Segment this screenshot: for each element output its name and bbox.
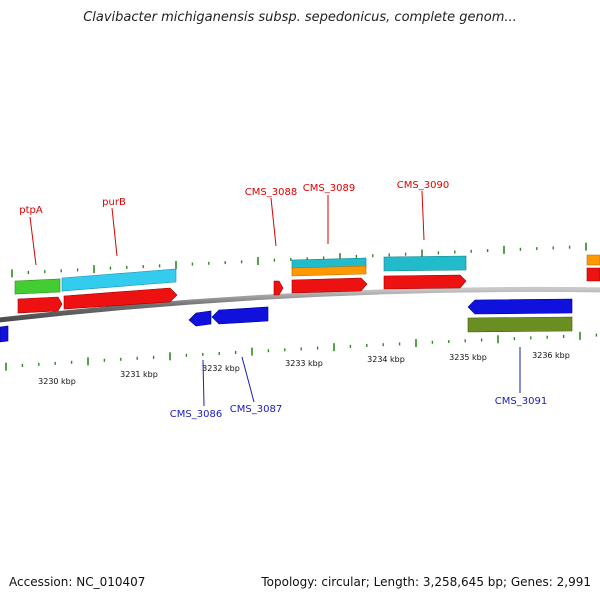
feature-blue-left-edge[interactable] (0, 325, 9, 343)
genome-backbone (0, 286, 600, 323)
lower-tick-marks (5, 331, 598, 371)
topology-summary-text: Topology: circular; Length: 3,258,645 bp… (261, 575, 591, 589)
gene-label-ptpA[interactable]: ptpA (19, 205, 43, 216)
forward-strand-features (14, 254, 600, 314)
scale-label-3236: 3236 kbp (532, 351, 570, 360)
gene-label-purB[interactable]: purB (102, 197, 126, 208)
feature-red-small[interactable] (273, 280, 284, 296)
feature-blue-CMS_3091[interactable] (467, 298, 573, 315)
feature-blue-CMS_3087[interactable] (211, 306, 269, 325)
map-title: Clavibacter michiganensis subsp. sepedon… (83, 10, 517, 25)
scale-label-3232: 3232 kbp (202, 364, 240, 373)
feature-red-edge[interactable] (586, 267, 600, 282)
gene-label-CMS_3089[interactable]: CMS_3089 (303, 183, 355, 194)
feature-green-ptpA[interactable] (14, 278, 61, 295)
gene-label-CMS_3091[interactable]: CMS_3091 (495, 396, 547, 407)
scale-label-3233: 3233 kbp (285, 359, 323, 368)
scale-label-3234: 3234 kbp (367, 355, 405, 364)
scale-label-3230: 3230 kbp (38, 377, 76, 386)
gene-label-CMS_3088[interactable]: CMS_3088 (245, 187, 297, 198)
feature-orange-edge[interactable] (586, 254, 600, 266)
feature-red-purB[interactable] (63, 287, 178, 310)
feature-orange-CMS_3089[interactable] (291, 265, 367, 277)
forward-gene-labels: ptpA purB CMS_3088 CMS_3089 CMS_3090 (19, 180, 449, 216)
scale-label-3231: 3231 kbp (120, 370, 158, 379)
gene-label-CMS_3087[interactable]: CMS_3087 (230, 404, 282, 415)
scale-label-3235: 3235 kbp (449, 353, 487, 362)
feature-red-CMS_3089[interactable] (291, 277, 368, 294)
feature-teal-CMS_3090[interactable] (383, 255, 467, 272)
gene-label-CMS_3086[interactable]: CMS_3086 (170, 409, 222, 420)
feature-red-CMS_3090[interactable] (383, 274, 467, 290)
feature-olive-CMS_3091[interactable] (467, 316, 573, 333)
scale-labels: 3230 kbp 3231 kbp 3232 kbp 3233 kbp 3234… (38, 351, 570, 386)
feature-blue-CMS_3086[interactable] (188, 310, 212, 327)
feature-red-ptpA[interactable] (17, 296, 63, 314)
reverse-strand-features (0, 298, 573, 343)
feature-cyan-purB[interactable] (61, 268, 177, 292)
reverse-gene-labels: CMS_3086 CMS_3087 CMS_3091 (170, 396, 547, 420)
label-leader-lines (29, 190, 521, 407)
upper-tick-marks (11, 242, 587, 278)
accession-text: Accession: NC_010407 (9, 575, 146, 589)
gene-label-CMS_3090[interactable]: CMS_3090 (397, 180, 449, 191)
